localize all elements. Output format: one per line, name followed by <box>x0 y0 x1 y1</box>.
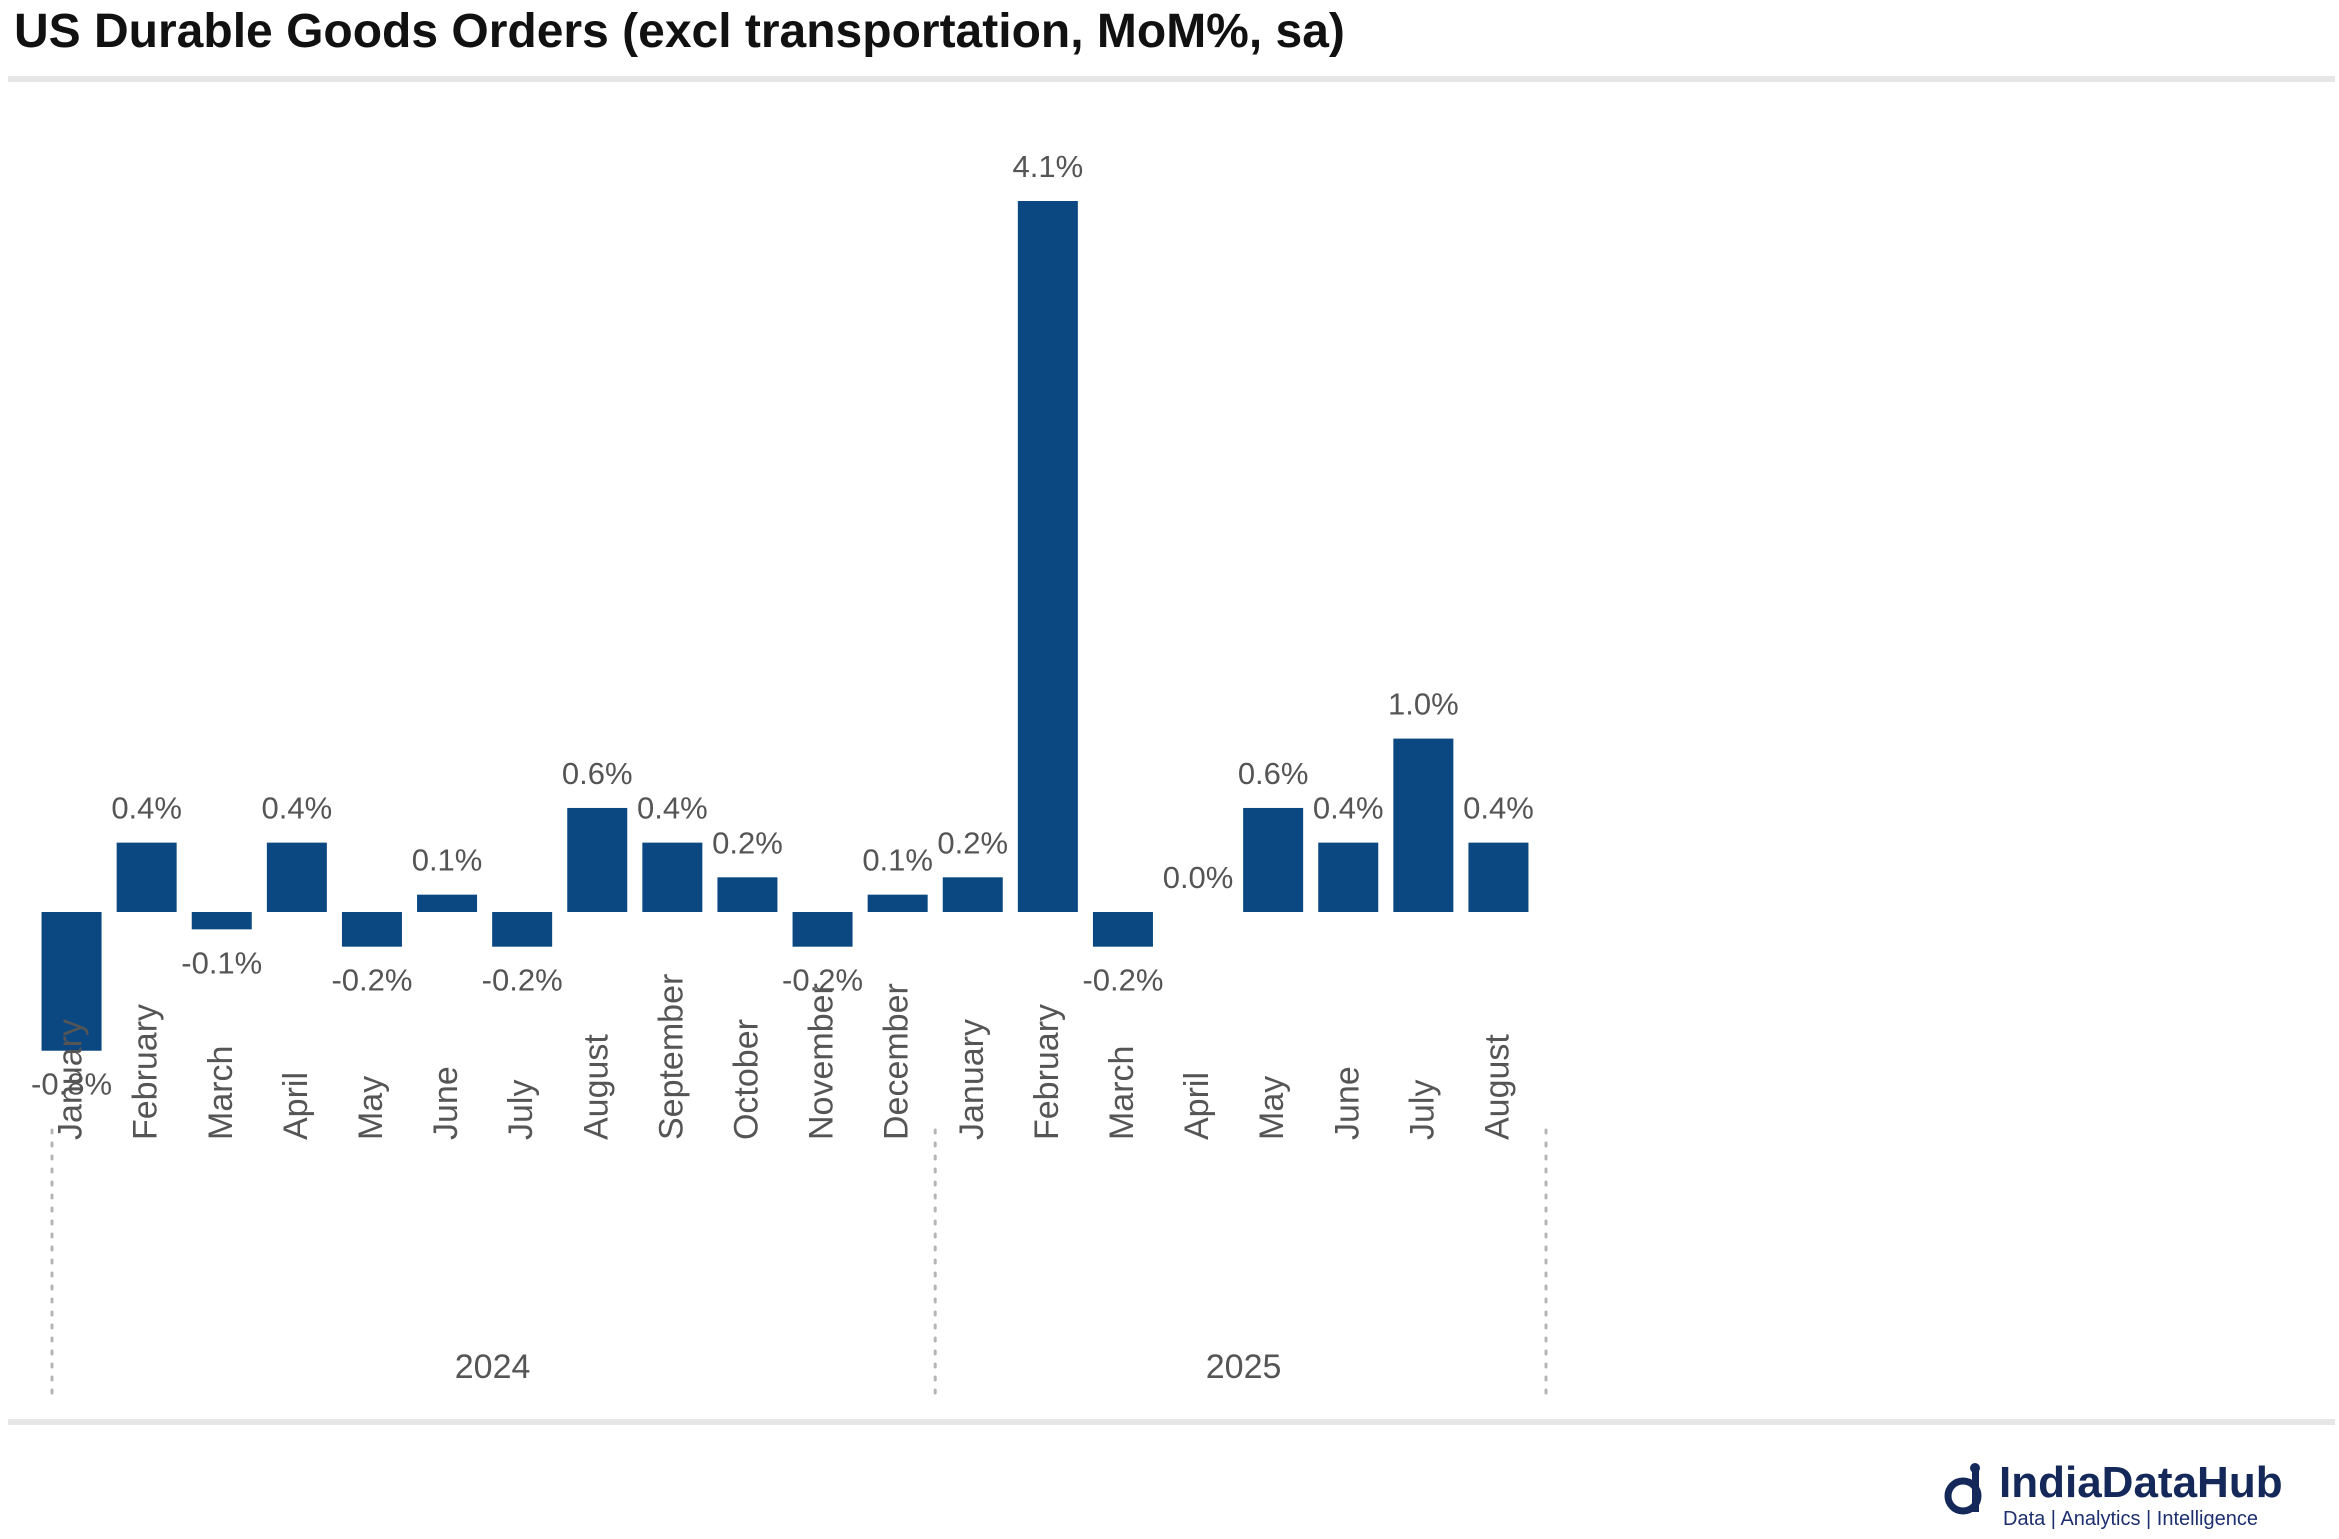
x-tick-label-4: April <box>277 1072 315 1140</box>
x-tick-label-6: June <box>427 1066 465 1140</box>
x-tick-label-20: August <box>1478 1034 1516 1140</box>
data-label-6: 0.1% <box>412 843 483 878</box>
data-label-3: -0.1% <box>181 945 262 980</box>
data-label-2: 0.4% <box>111 791 182 826</box>
data-label-9: 0.4% <box>637 791 708 826</box>
data-label-15: -0.2% <box>1082 963 1163 998</box>
data-label-10: 0.2% <box>712 825 783 860</box>
bar-3 <box>191 912 252 930</box>
x-tick-label-8: August <box>577 1034 615 1140</box>
x-tick-label-7: July <box>502 1080 540 1140</box>
bar-5 <box>341 912 402 947</box>
top-divider <box>8 76 2335 82</box>
bar-13 <box>942 877 1003 912</box>
x-tick-label-19: July <box>1403 1080 1441 1140</box>
data-label-7: -0.2% <box>482 963 563 998</box>
data-label-11: -0.2% <box>782 963 863 998</box>
data-label-1: -0.8% <box>31 1067 112 1102</box>
bar-18 <box>1318 842 1379 912</box>
bar-2 <box>116 842 177 912</box>
x-tick-label-17: May <box>1253 1076 1291 1140</box>
group-label-2024: 2024 <box>455 1348 531 1386</box>
brand-logo: IndiaDataHub Data | Analytics | Intellig… <box>1939 1458 2339 1533</box>
x-tick-label-16: April <box>1178 1072 1216 1140</box>
bar-14 <box>1017 201 1078 912</box>
bar-15 <box>1092 912 1153 947</box>
x-tick-label-3: March <box>202 1046 240 1140</box>
group-label-2025: 2025 <box>1206 1348 1282 1386</box>
x-tick-label-9: September <box>652 974 690 1140</box>
bar-19 <box>1393 738 1454 912</box>
bar-17 <box>1243 807 1304 912</box>
data-label-14: 4.1% <box>1013 149 1084 184</box>
bar-20 <box>1468 842 1529 912</box>
x-tick-label-2: February <box>127 1004 165 1140</box>
data-label-16: 0.0% <box>1163 860 1234 895</box>
bar-4 <box>266 842 327 912</box>
bar-12 <box>867 894 928 912</box>
brand-mark-icon <box>1944 1463 1982 1515</box>
x-tick-label-18: June <box>1328 1066 1366 1140</box>
x-tick-label-5: May <box>352 1076 390 1140</box>
data-label-17: 0.6% <box>1238 756 1309 791</box>
bar-10 <box>717 877 778 912</box>
x-tick-label-15: March <box>1103 1046 1141 1140</box>
data-label-12: 0.1% <box>862 843 933 878</box>
bar-6 <box>417 894 478 912</box>
bar-9 <box>642 842 703 912</box>
x-tick-label-11: November <box>803 983 841 1140</box>
brand-tagline: Data | Analytics | Intelligence <box>2003 1508 2258 1530</box>
x-tick-label-14: February <box>1028 1004 1066 1140</box>
bar-8 <box>567 807 628 912</box>
data-label-13: 0.2% <box>937 825 1008 860</box>
brand-name: IndiaDataHub <box>1999 1458 2283 1507</box>
data-label-20: 0.4% <box>1463 791 1534 826</box>
bar-1 <box>41 912 102 1051</box>
chart-title: US Durable Goods Orders (excl transporta… <box>14 5 1345 58</box>
bar-7 <box>492 912 553 947</box>
x-tick-label-1: January <box>52 1019 90 1140</box>
bar-11 <box>792 912 853 947</box>
data-label-5: -0.2% <box>331 963 412 998</box>
x-tick-label-10: October <box>727 1019 765 1140</box>
x-tick-label-12: December <box>878 983 916 1140</box>
data-label-8: 0.6% <box>562 756 633 791</box>
data-label-4: 0.4% <box>262 791 333 826</box>
data-label-18: 0.4% <box>1313 791 1384 826</box>
data-label-19: 1.0% <box>1388 687 1459 722</box>
bar-chart: -0.8%January0.4%February-0.1%March0.4%Ap… <box>31 149 1548 1404</box>
bottom-divider <box>8 1419 2335 1425</box>
x-tick-label-13: January <box>953 1019 991 1140</box>
